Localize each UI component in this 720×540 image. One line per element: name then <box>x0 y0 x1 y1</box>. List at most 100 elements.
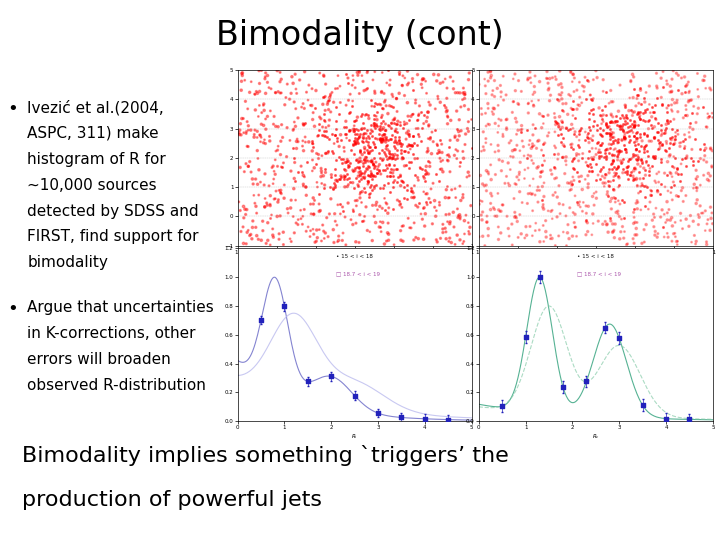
Point <box>340 117 351 126</box>
Point <box>627 70 639 79</box>
Point <box>619 145 631 153</box>
Point <box>390 133 401 142</box>
Point <box>343 162 355 171</box>
Point <box>476 215 487 224</box>
Point <box>562 228 573 237</box>
Point <box>256 109 268 117</box>
Point <box>369 98 380 107</box>
Point <box>554 66 565 75</box>
Point <box>556 94 567 103</box>
Point <box>291 144 302 153</box>
Point <box>264 240 276 249</box>
Point <box>672 107 683 116</box>
Point <box>562 179 573 187</box>
Point <box>441 84 453 92</box>
Point <box>371 112 382 120</box>
Point <box>357 77 369 86</box>
Point <box>706 163 718 172</box>
Point <box>700 144 711 153</box>
Point <box>341 70 352 79</box>
Point <box>628 122 639 131</box>
Point <box>485 189 497 198</box>
Point <box>606 110 617 118</box>
Point <box>585 91 596 99</box>
Point <box>554 199 565 208</box>
Point <box>675 159 687 168</box>
Point <box>629 141 641 150</box>
Point <box>236 114 248 123</box>
Point <box>633 147 644 156</box>
Point <box>603 128 615 137</box>
Point <box>524 181 536 190</box>
Point <box>692 172 703 181</box>
Point <box>366 102 377 111</box>
Point <box>262 71 274 80</box>
Point <box>387 152 398 160</box>
Point <box>703 113 714 122</box>
Point <box>683 222 695 231</box>
Point <box>406 110 418 118</box>
Point <box>685 154 696 163</box>
Point <box>481 218 492 226</box>
Point <box>365 180 377 189</box>
Point <box>516 137 528 145</box>
Point <box>662 100 673 109</box>
Point <box>665 88 676 97</box>
Point <box>599 149 611 158</box>
Point <box>354 211 366 219</box>
Point <box>409 181 420 190</box>
Point <box>652 84 663 92</box>
Point <box>341 158 352 166</box>
Point <box>606 117 617 125</box>
Point <box>619 116 631 125</box>
Point <box>499 179 510 187</box>
Point <box>550 120 562 129</box>
Point <box>295 214 307 223</box>
Point <box>396 177 408 185</box>
Point <box>375 112 387 121</box>
Point <box>292 215 304 224</box>
Point <box>668 164 680 172</box>
Point <box>452 211 464 220</box>
Point <box>457 193 469 202</box>
Point <box>243 162 254 171</box>
Point <box>237 69 248 77</box>
Point <box>685 238 697 246</box>
Point <box>370 181 382 190</box>
Point <box>600 217 611 226</box>
Point <box>649 154 661 163</box>
Point <box>324 210 336 218</box>
Point <box>374 122 386 130</box>
Point <box>377 136 389 144</box>
Point <box>349 392 361 400</box>
Point <box>618 134 630 143</box>
Point <box>584 126 595 134</box>
Point <box>680 161 692 170</box>
Point <box>446 185 457 194</box>
Point <box>306 139 318 147</box>
Point <box>397 237 409 246</box>
Text: errors will broaden: errors will broaden <box>27 352 171 367</box>
Point <box>621 163 633 171</box>
Point <box>665 151 676 159</box>
Text: •: • <box>7 300 18 318</box>
Point <box>411 154 423 163</box>
Point <box>258 106 270 114</box>
Point <box>347 140 359 149</box>
Point <box>477 180 488 188</box>
Point <box>556 152 567 161</box>
Point <box>664 152 675 160</box>
Point <box>362 178 374 187</box>
Point <box>613 147 624 156</box>
Point <box>416 83 428 92</box>
Point <box>441 156 453 165</box>
Point <box>604 125 616 133</box>
Point <box>587 136 598 144</box>
Point <box>668 152 680 161</box>
Point <box>590 176 602 184</box>
Point <box>399 161 410 170</box>
Point <box>624 116 636 125</box>
Point <box>442 119 454 128</box>
Point <box>393 89 405 98</box>
Point <box>391 154 402 163</box>
